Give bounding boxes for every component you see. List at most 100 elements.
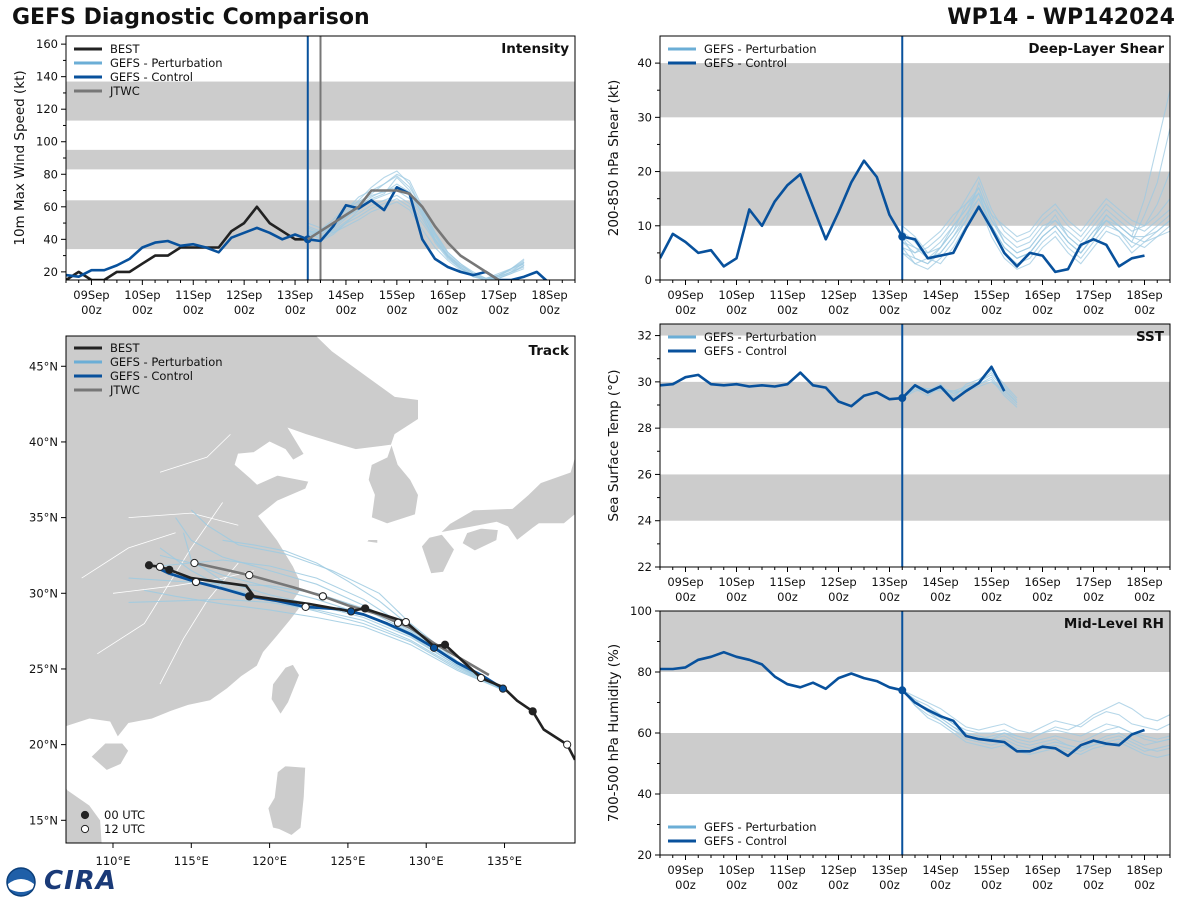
- legend-label: GEFS - Perturbation: [704, 820, 817, 834]
- rh-panel-title: Mid-Level RH: [1064, 616, 1164, 632]
- rh-xtick-label: 00z: [675, 878, 696, 892]
- rh-ytick-label: 80: [637, 665, 652, 679]
- province-border: [128, 512, 239, 526]
- track-frame: [65, 335, 576, 844]
- intensity-xtick-label: 13Sep: [277, 288, 313, 302]
- sst-xtick-label: 00z: [1083, 590, 1104, 604]
- legend-12utc-label: 12 UTC: [104, 822, 145, 836]
- sst-xtick-label: 00z: [828, 590, 849, 604]
- track-perturbation-line: [222, 539, 504, 691]
- shear-plot-area: [660, 36, 1170, 280]
- track-xtick-label: 125°E: [330, 854, 365, 868]
- shear-ytick-label: 20: [637, 165, 652, 179]
- rh-xtick-label: 00z: [1032, 878, 1053, 892]
- shear-xtick-label: 15Sep: [973, 288, 1009, 302]
- legend-label: JTWC: [109, 383, 140, 397]
- rh-xtick-label: 00z: [726, 878, 747, 892]
- intensity-xtick-label: 12Sep: [226, 288, 262, 302]
- sst-xtick-label: 10Sep: [718, 575, 754, 589]
- control-00utc-marker: [498, 684, 508, 693]
- rh-threshold-band: [660, 611, 1170, 672]
- sst-xtick-label: 09Sep: [667, 575, 703, 589]
- panel-intensity: 2040608010012014016009Sep00z10Sep00z11Se…: [12, 35, 576, 317]
- sst-xtick-label: 15Sep: [973, 575, 1009, 589]
- rh-xtick-label: 09Sep: [667, 863, 703, 877]
- legend-label: GEFS - Control: [704, 834, 787, 848]
- storm-id-title: WP14 - WP142024: [947, 5, 1175, 30]
- intensity-ytick-label: 40: [43, 232, 58, 246]
- shikoku-island: [461, 527, 499, 552]
- track-ytick-label: 45°N: [29, 359, 58, 373]
- legend-00utc-label: 00 UTC: [104, 808, 145, 822]
- shear-xtick-label: 12Sep: [820, 288, 856, 302]
- taiwan-island: [270, 663, 300, 716]
- sst-xtick-label: 00z: [981, 590, 1002, 604]
- rh-perturbation-line: [901, 689, 1170, 752]
- jtwc-12utc-marker: [190, 558, 199, 568]
- rh-xtick-label: 13Sep: [871, 863, 907, 877]
- control-12utc-marker: [301, 602, 310, 612]
- intensity-xtick-label: 00z: [234, 303, 255, 317]
- shear-xtick-label: 00z: [1083, 303, 1104, 317]
- shear-xtick-label: 00z: [675, 303, 696, 317]
- track-xtick-label: 135°E: [487, 854, 522, 868]
- rh-xtick-label: 14Sep: [922, 863, 958, 877]
- shear-xtick-label: 00z: [777, 303, 798, 317]
- sst-plot-area: [660, 324, 1170, 567]
- intensity-xtick-label: 17Sep: [480, 288, 516, 302]
- shear-ylabel: 200-850 hPa Shear (kt): [606, 80, 622, 237]
- best-12utc-marker: [563, 740, 572, 749]
- intensity-xtick-label: 00z: [488, 303, 509, 317]
- shear-xtick-label: 18Sep: [1126, 288, 1162, 302]
- best-00utc-marker: [361, 604, 370, 613]
- sst-xtick-label: 00z: [1134, 590, 1155, 604]
- rh-plot-area: [660, 611, 1170, 855]
- shear-xtick-label: 14Sep: [922, 288, 958, 302]
- rh-xtick-label: 00z: [1134, 878, 1155, 892]
- intensity-xtick-label: 00z: [336, 303, 357, 317]
- track-xtick-label: 120°E: [252, 854, 287, 868]
- shear-ytick-label: 40: [637, 56, 652, 70]
- intensity-xtick-label: 00z: [132, 303, 153, 317]
- sst-xtick-label: 00z: [675, 590, 696, 604]
- best-00utc-marker: [528, 707, 537, 716]
- panel-shear: 01020304009Sep00z10Sep00z11Sep00z12Sep00…: [606, 35, 1171, 317]
- sst-xtick-label: 14Sep: [922, 575, 958, 589]
- panel-track: 110°E 115°E 120°E 125°E 130°E 135°E 15°N 20°N 25…: [29, 335, 576, 868]
- intensity-xtick-label: 00z: [81, 303, 102, 317]
- legend-label: GEFS - Perturbation: [704, 330, 817, 344]
- best-12utc-marker: [476, 673, 486, 683]
- sst-perturbation-line: [901, 378, 1018, 408]
- jeju-island: [365, 539, 379, 544]
- rh-xtick-label: 16Sep: [1024, 863, 1060, 877]
- honshu-island: [439, 406, 575, 541]
- province-border: [81, 532, 176, 579]
- intensity-ytick-label: 120: [36, 102, 58, 116]
- rh-xtick-label: 10Sep: [718, 863, 754, 877]
- track-jtwc-line: [194, 561, 490, 677]
- track-panel-title: Track: [529, 343, 570, 359]
- best-00utc-marker: [245, 592, 254, 601]
- intensity-xtick-label: 00z: [387, 303, 408, 317]
- rh-perturbation-line: [901, 689, 1170, 758]
- shear-xtick-label: 00z: [1032, 303, 1053, 317]
- rh-ytick-label: 100: [630, 604, 652, 618]
- track-ytick-label: 25°N: [29, 662, 58, 676]
- best-12utc-marker: [401, 617, 410, 627]
- track-xtick-label: 130°E: [409, 854, 444, 868]
- rh-xtick-label: 00z: [777, 878, 798, 892]
- sst-gefs-control-line: [660, 365, 1006, 408]
- shear-xtick-label: 13Sep: [871, 288, 907, 302]
- sst-xtick-label: 18Sep: [1126, 575, 1162, 589]
- legend-label: GEFS - Control: [110, 70, 193, 84]
- panel-sst: 22242628303209Sep00z10Sep00z11Sep00z12Se…: [606, 323, 1171, 604]
- figure-title: GEFS Diagnostic Comparison: [12, 5, 370, 30]
- rh-perturbation-line: [901, 689, 1170, 743]
- sst-ylabel: Sea Surface Temp (°C): [606, 369, 622, 521]
- rh-xtick-label: 18Sep: [1126, 863, 1162, 877]
- track-ytick-label: 35°N: [29, 511, 58, 525]
- shear-threshold-band: [660, 63, 1170, 118]
- rh-ytick-label: 20: [637, 848, 652, 862]
- shear-xtick-label: 16Sep: [1024, 288, 1060, 302]
- intensity-ylabel: 10m Max Wind Speed (kt): [12, 70, 28, 245]
